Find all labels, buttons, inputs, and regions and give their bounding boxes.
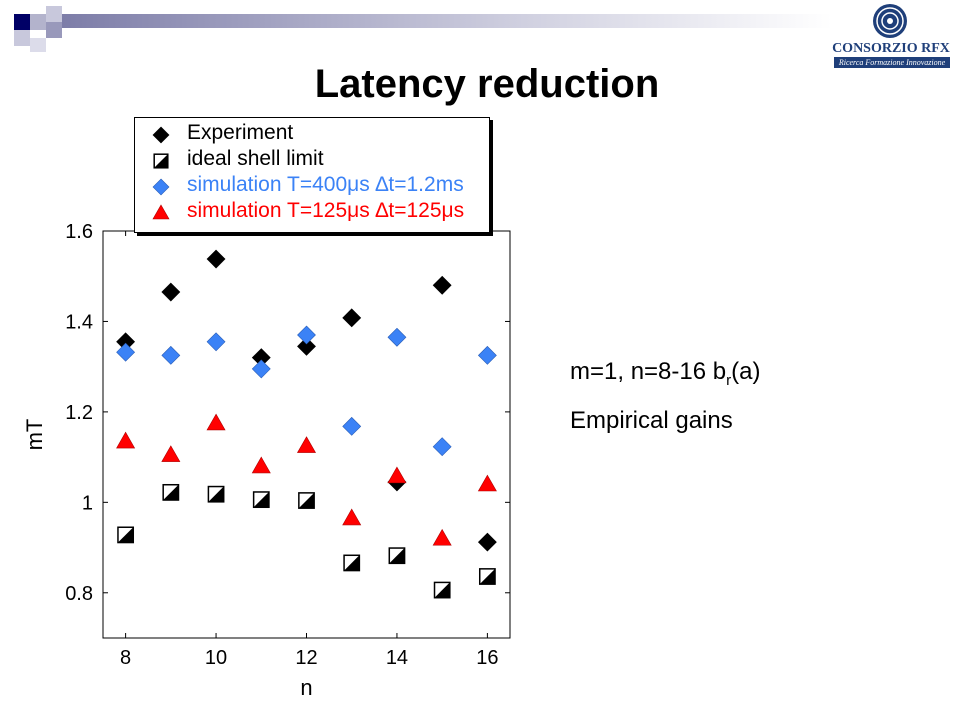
data-point-series-2 [298,492,315,509]
empirical-gains-label: Empirical gains [570,406,733,434]
data-point-series-2 [117,526,135,544]
data-point-series-3 [477,345,497,365]
chart-legend: Experiment ideal shell limit simulation T=… [134,117,490,233]
legend-marker-icon [152,126,170,144]
logo-tagline: Ricerca Formazione Innovazione [834,57,950,68]
mode-range-label: m=1, n=8-16 br(a) [570,358,760,389]
data-point-series-2 [343,554,361,572]
data-point-series-1 [432,275,452,295]
data-point-series-4 [432,528,452,546]
side-notes: m=1, n=8-16 br(a) Empirical gains [570,358,760,453]
data-point-series-3 [342,416,362,436]
data-point-series-3 [387,327,407,347]
data-point-series-4 [161,445,181,462]
data-point-series-3 [161,345,181,365]
data-point-series-2 [388,547,406,565]
legend-label: simulation T=125μs ∆t=125μs [187,199,465,222]
x-axis-label: n [300,675,312,700]
consorzio-rfx-logo: CONSORZIO RFX Ricerca Formazione Innovaz… [826,4,956,68]
legend-marker-shape [152,178,170,196]
data-point-series-4 [251,456,271,474]
data-point-series-1 [206,249,226,269]
data-point-series-4 [477,474,497,492]
data-point-series-2 [478,568,496,585]
data-point-series-4 [116,431,136,449]
data-point-series-1 [297,336,316,356]
x-tick-label: 12 [295,647,317,669]
y-tick-label: 1 [82,492,93,514]
data-point-series-3 [251,359,271,379]
data-point-series-3 [206,332,226,352]
y-tick-label: 0.8 [65,583,93,605]
data-point-series-2 [252,491,270,509]
data-point-series-3 [116,342,136,362]
data-point-series-1 [161,282,181,302]
legend-marker-icon [152,178,170,196]
legend-marker-icon [152,204,170,220]
x-tick-label: 8 [120,647,131,669]
data-point-series-4 [342,508,362,526]
mode-range-text: m=1, n=8-16 b [570,358,727,385]
y-axis-label: mT [22,419,47,451]
legend-label: ideal shell limit [187,147,324,170]
logo-name: CONSORZIO RFX [832,41,950,56]
data-point-series-2 [207,485,225,503]
data-point-series-4 [206,413,226,431]
data-point-series-2 [433,581,451,599]
x-tick-label: 16 [476,647,498,669]
data-point-series-3 [297,325,316,345]
data-point-series-1 [342,308,362,328]
logo-emblem-icon [873,4,907,38]
y-tick-label: 1.6 [65,221,93,243]
data-point-series-2 [162,483,180,501]
y-tick-label: 1.4 [65,311,93,333]
data-point-series-3 [432,437,452,457]
y-tick-label: 1.2 [65,402,93,424]
data-point-series-1 [477,532,497,552]
data-point-series-4 [296,436,317,453]
data-point-series-4 [387,466,407,484]
legend-marker-shape [153,153,169,169]
legend-marker-shape [152,126,170,144]
mode-range-subscript: r [726,371,732,389]
slide-title: Latency reduction [314,62,660,106]
legend-label: simulation T=400μs ∆t=1.2ms [187,173,464,196]
legend-label: Experiment [187,121,294,144]
legend-marker-shape [152,204,170,220]
legend-marker-icon [153,153,169,169]
mode-range-suffix: (a) [731,358,761,385]
x-tick-label: 14 [386,647,408,669]
x-tick-label: 10 [205,647,227,669]
